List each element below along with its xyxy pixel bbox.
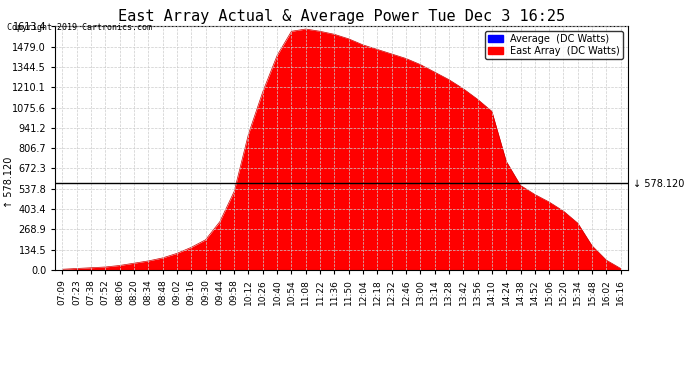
Text: Copyright 2019 Cartronics.com: Copyright 2019 Cartronics.com bbox=[7, 22, 152, 32]
Legend: Average  (DC Watts), East Array  (DC Watts): Average (DC Watts), East Array (DC Watts… bbox=[485, 31, 623, 59]
Title: East Array Actual & Average Power Tue Dec 3 16:25: East Array Actual & Average Power Tue De… bbox=[118, 9, 565, 24]
Text: ↑ 578.120: ↑ 578.120 bbox=[4, 157, 14, 209]
